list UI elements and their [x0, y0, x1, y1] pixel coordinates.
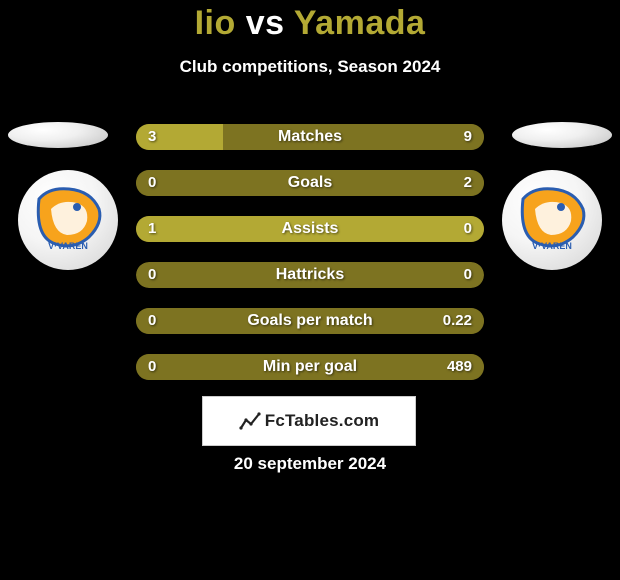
stat-label: Goals per match: [136, 308, 484, 334]
stat-label: Matches: [136, 124, 484, 150]
footer-site-label: FcTables.com: [265, 411, 380, 431]
stat-row: 0489Min per goal: [136, 354, 484, 380]
chart-icon: [239, 410, 261, 432]
stat-row: 02Goals: [136, 170, 484, 196]
stats-pill-right: [512, 122, 612, 148]
stat-label: Min per goal: [136, 354, 484, 380]
stat-row: 00.22Goals per match: [136, 308, 484, 334]
stat-label: Assists: [136, 216, 484, 242]
stat-label: Hattricks: [136, 262, 484, 288]
footer-date: 20 september 2024: [0, 454, 620, 474]
stats-pill-left: [8, 122, 108, 148]
svg-text:V·VAREN: V·VAREN: [48, 241, 88, 251]
stat-label: Goals: [136, 170, 484, 196]
team-badge-right: V·VAREN: [502, 170, 602, 270]
stat-row: 00Hattricks: [136, 262, 484, 288]
team-logo-left-icon: V·VAREN: [29, 181, 107, 259]
team-badge-left: V·VAREN: [18, 170, 118, 270]
svg-text:V·VAREN: V·VAREN: [532, 241, 572, 251]
stat-row: 39Matches: [136, 124, 484, 150]
team-logo-right-icon: V·VAREN: [513, 181, 591, 259]
page-title: Iio vs Yamada: [0, 0, 620, 43]
page-subtitle: Club competitions, Season 2024: [0, 57, 620, 77]
stat-row: 10Assists: [136, 216, 484, 242]
comparison-bars: 39Matches 02Goals 10Assists 00Hattricks 00.2…: [136, 124, 484, 400]
footer-site-plate: FcTables.com: [202, 396, 416, 446]
